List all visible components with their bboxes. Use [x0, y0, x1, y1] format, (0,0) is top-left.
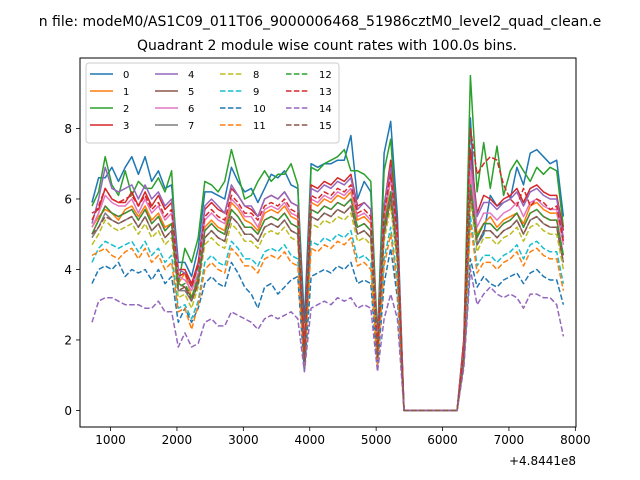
x-axis: 1000 2000 3000 4000 5000 6000 7000 8000 — [95, 427, 591, 447]
x-tick-label: 3000 — [228, 433, 259, 447]
x-tick-label: 4000 — [294, 433, 325, 447]
series-line-10 — [91, 247, 565, 412]
legend-label-8: 8 — [253, 70, 259, 81]
y-axis: 0 2 4 6 8 — [64, 122, 80, 418]
figure-suptitle: n file: modeM0/AS1C09_011T06_9000006468_… — [39, 14, 602, 30]
y-tick-label: 8 — [64, 122, 72, 136]
legend-label-0: 0 — [123, 70, 129, 81]
series-line-8 — [91, 198, 565, 412]
plot-area — [91, 74, 565, 412]
legend-label-11: 11 — [253, 121, 266, 132]
legend-label-6: 6 — [188, 104, 194, 115]
legend-label-3: 3 — [123, 121, 129, 132]
legend-label-7: 7 — [188, 121, 194, 132]
x-tick-label: 1000 — [95, 433, 126, 447]
x-tick-label: 7000 — [494, 433, 525, 447]
legend-label-12: 12 — [319, 70, 332, 81]
x-tick-label: 8000 — [560, 433, 591, 447]
legend-label-4: 4 — [188, 70, 194, 81]
y-tick-label: 2 — [64, 333, 72, 347]
y-tick-label: 6 — [64, 192, 72, 206]
legend-label-9: 9 — [253, 87, 259, 98]
series-line-0 — [91, 117, 565, 412]
axes-frame — [79, 57, 577, 428]
legend-box — [85, 62, 340, 144]
x-tick-label: 2000 — [162, 433, 193, 447]
legend-label-10: 10 — [253, 104, 266, 115]
series-line-11 — [91, 222, 565, 412]
series-line-15 — [91, 191, 565, 412]
series-line-14 — [91, 268, 565, 412]
y-tick-label: 4 — [64, 263, 72, 277]
x-tick-label: 5000 — [361, 433, 392, 447]
x-axis-offset-label: +4.8441e8 — [509, 454, 576, 468]
legend-label-1: 1 — [123, 87, 129, 98]
legend-label-5: 5 — [188, 87, 194, 98]
legend-label-15: 15 — [319, 121, 332, 132]
legend-label-14: 14 — [319, 104, 332, 115]
legend-label-13: 13 — [319, 87, 332, 98]
chart-title: Quadrant 2 module wise count rates with … — [137, 38, 517, 54]
y-tick-label: 0 — [64, 404, 72, 418]
legend-label-2: 2 — [123, 104, 129, 115]
x-tick-label: 6000 — [427, 433, 458, 447]
